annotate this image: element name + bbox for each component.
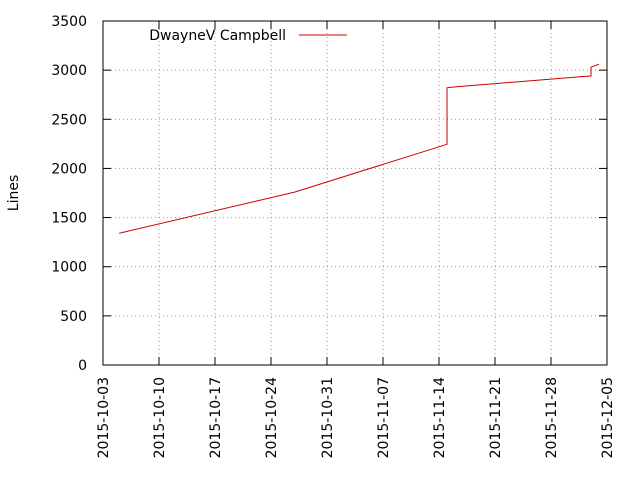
y-tick-label: 2000 <box>51 161 87 177</box>
series-line <box>118 63 600 234</box>
y-tick-label: 1000 <box>51 260 87 276</box>
x-tick-label: 2015-10-17 <box>208 377 224 458</box>
grid-lines <box>103 21 607 365</box>
legend-label: DwayneV Campbell <box>149 28 286 44</box>
y-tick-label: 1500 <box>51 211 87 227</box>
y-tick-label: 0 <box>78 358 87 374</box>
x-tick-label: 2015-11-28 <box>544 377 560 458</box>
x-tick-label: 2015-10-24 <box>264 377 280 458</box>
axes <box>102 20 608 366</box>
x-tick-label: 2015-10-10 <box>152 377 168 458</box>
x-tick-label: 2015-11-14 <box>432 377 448 458</box>
x-tick-label: 2015-11-07 <box>376 377 392 458</box>
x-tick-label: 2015-12-05 <box>600 377 616 458</box>
y-axis-title: Lines <box>6 175 22 211</box>
legend: DwayneV Campbell <box>149 28 347 44</box>
plot-frame <box>102 20 608 366</box>
y-tick-label: 3500 <box>51 14 87 30</box>
x-tick-label: 2015-10-03 <box>96 377 112 458</box>
tick-labels: 0 500 1000 1500 2000 2500 3000 3500 2015-10-03 20… <box>51 14 616 458</box>
y-tick-label: 3000 <box>51 63 87 79</box>
y-tick-label: 500 <box>60 309 87 325</box>
x-tick-label: 2015-10-31 <box>320 377 336 458</box>
y-tick-label: 2500 <box>51 112 87 128</box>
series-lines <box>118 63 600 234</box>
x-tick-label: 2015-11-21 <box>488 377 504 458</box>
